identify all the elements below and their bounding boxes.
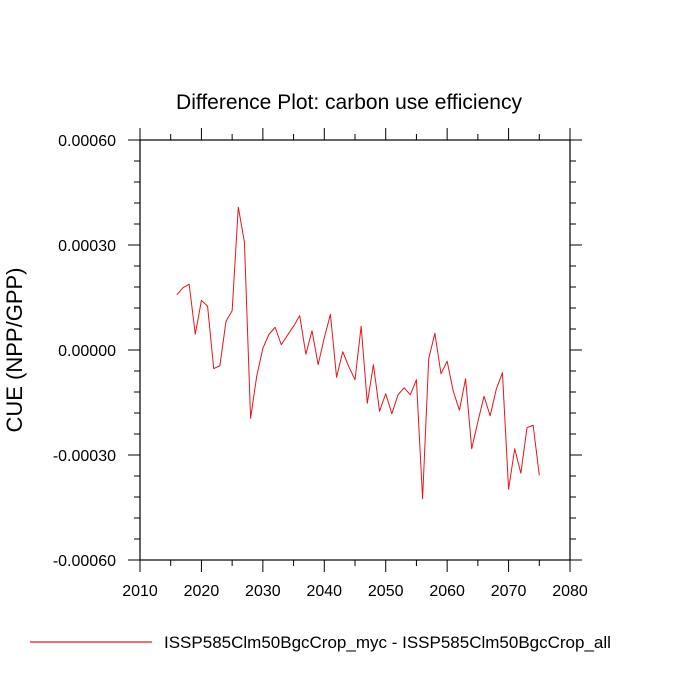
y-tick-label: 0.00060 bbox=[58, 133, 116, 150]
y-axis-label: CUE (NPP/GPP) bbox=[2, 267, 27, 432]
x-tick-label: 2070 bbox=[491, 583, 527, 600]
plot-frame bbox=[139, 139, 571, 561]
y-tick-label: 0.00000 bbox=[58, 343, 116, 360]
y-tick-label: 0.00030 bbox=[58, 238, 116, 255]
x-tick-label: 2060 bbox=[429, 583, 465, 600]
x-tick-label: 2050 bbox=[368, 583, 404, 600]
series-line bbox=[176, 206, 540, 500]
series-lines bbox=[176, 206, 540, 500]
y-tick-label: -0.00030 bbox=[53, 448, 116, 465]
x-tick-label: 2020 bbox=[184, 583, 220, 600]
legend: ISSP585Clm50BgcCrop_myc - ISSP585Clm50Bg… bbox=[30, 633, 611, 652]
x-tick-label: 2080 bbox=[552, 583, 588, 600]
x-tick-label: 2030 bbox=[245, 583, 281, 600]
axis-tick-labels: 2010 2020 2030 2040 2050 2060 2070 2080 0.00060 0… bbox=[53, 133, 588, 600]
y-tick-label: -0.00060 bbox=[53, 553, 116, 570]
legend-entry-label: ISSP585Clm50BgcCrop_myc - ISSP585Clm50Bg… bbox=[164, 633, 611, 652]
x-tick-label: 2010 bbox=[122, 583, 158, 600]
x-tick-label: 2040 bbox=[306, 583, 342, 600]
chart-title: Difference Plot: carbon use efficiency bbox=[176, 91, 522, 114]
axis-ticks bbox=[128, 128, 582, 572]
